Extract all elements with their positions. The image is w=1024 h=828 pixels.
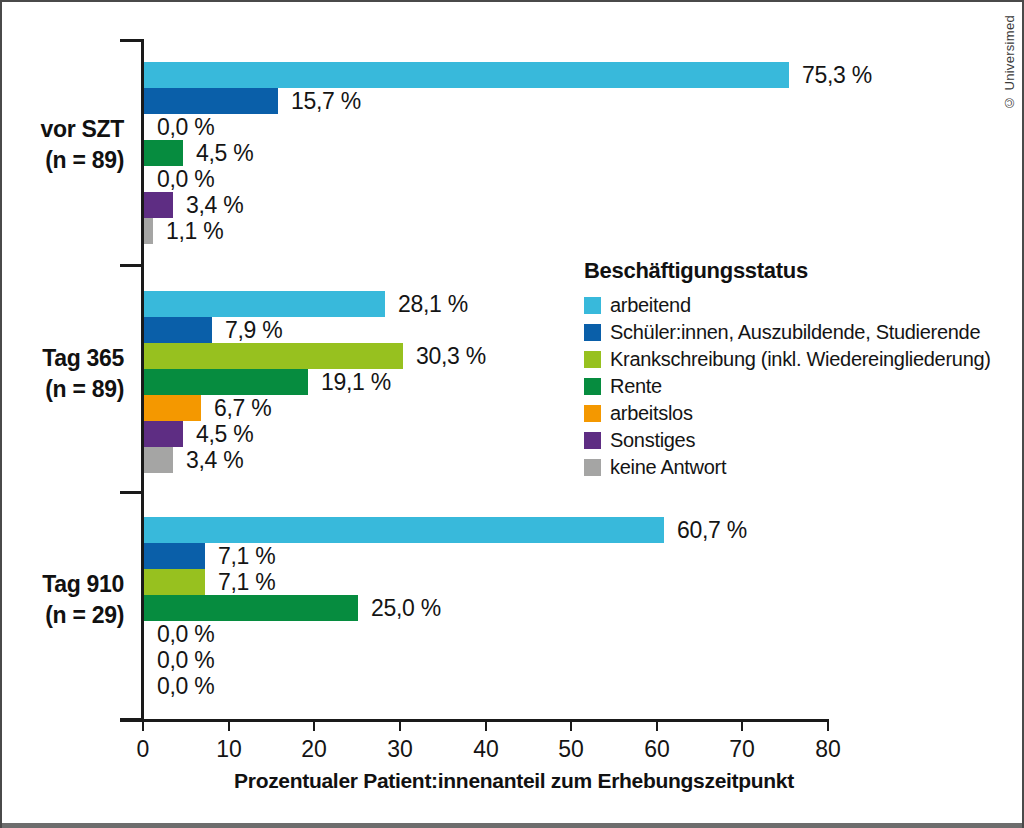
x-axis-tick-label: 20 [284,736,344,763]
bar [144,291,385,317]
bar-value-label: 3,4 % [186,192,243,218]
bar [144,447,173,473]
bar [144,543,205,569]
bar-value-label: 1,1 % [166,218,223,244]
legend-swatch [584,405,601,422]
x-axis-tick [827,722,829,731]
bar [144,62,789,88]
legend-swatch [584,351,601,368]
copyright-text: © Universimed [1002,15,1017,110]
bar [144,343,403,369]
bar-value-label: 15,7 % [291,88,361,114]
legend-item: Rente [584,373,991,400]
y-axis-tick [120,39,142,42]
x-axis-tick-label: 10 [199,736,259,763]
bar [144,369,308,395]
legend-item: Krankschreibung (inkl. Wiedereingliederu… [584,346,991,373]
figure: vor SZT(n = 89)75,3 %15,7 %0,0 %4,5 %0,0… [0,0,1024,828]
bar [144,517,664,543]
group-label: Tag 365(n = 89) [2,343,124,405]
y-axis [141,39,144,722]
legend-label: Sonstiges [610,429,695,452]
legend-item: arbeitend [584,292,991,319]
legend: Beschäftigungsstatus arbeitend Schüler:in… [584,258,991,481]
legend-item: Sonstiges [584,427,991,454]
legend-swatch [584,297,601,314]
legend-item: keine Antwort [584,454,991,481]
bar [144,317,212,343]
bar-value-label: 0,0 % [157,166,214,192]
legend-label: Rente [610,375,662,398]
x-axis-tick-label: 70 [712,736,772,763]
bar-value-label: 30,3 % [416,343,486,369]
x-axis-tick [228,722,230,731]
bar-value-label: 0,0 % [157,647,214,673]
legend-items: arbeitend Schüler:innen, Auszubildende, S… [584,292,991,481]
legend-label: Krankschreibung (inkl. Wiedereingliederu… [610,348,991,371]
bar-value-label: 7,1 % [218,543,275,569]
group-label-n-count: (n = 89) [2,145,124,176]
x-axis [120,719,829,722]
x-axis-tick [485,722,487,731]
x-axis-tick [656,722,658,731]
group-label: Tag 910(n = 29) [2,569,124,631]
bar [144,140,183,166]
x-axis-tick-label: 60 [627,736,687,763]
bar-value-label: 75,3 % [802,62,872,88]
bar-value-label: 7,1 % [218,569,275,595]
legend-label: keine Antwort [610,456,726,479]
bottom-border-strip [2,823,1022,828]
legend-label: arbeitend [610,294,691,317]
bar-value-label: 0,0 % [157,114,214,140]
bar-value-label: 4,5 % [196,421,253,447]
x-axis-tick-label: 80 [798,736,858,763]
x-axis-tick-label: 40 [456,736,516,763]
group-label-n-count: (n = 89) [2,374,124,405]
legend-label: arbeitslos [610,402,693,425]
y-axis-tick [120,264,142,267]
bar-value-label: 3,4 % [186,447,243,473]
bar [144,569,205,595]
legend-item: Schüler:innen, Auszubildende, Studierend… [584,319,991,346]
bar-value-label: 60,7 % [677,517,747,543]
group-label-n-count: (n = 29) [2,600,124,631]
x-axis-tick-label: 50 [541,736,601,763]
x-axis-tick [142,722,144,731]
legend-item: arbeitslos [584,400,991,427]
legend-swatch [584,459,601,476]
group-label-name: Tag 365 [2,343,124,374]
bar-value-label: 0,0 % [157,673,214,699]
bar-value-label: 7,9 % [225,317,282,343]
x-axis-title: Prozentualer Patient:innenanteil zum Erh… [2,769,1024,793]
group-label: vor SZT(n = 89) [2,114,124,176]
bar-value-label: 0,0 % [157,621,214,647]
bar [144,595,358,621]
bar-value-label: 4,5 % [196,140,253,166]
bar [144,218,153,244]
x-axis-tick [570,722,572,731]
legend-swatch [584,432,601,449]
bar-value-label: 28,1 % [398,291,468,317]
x-axis-tick-label: 0 [113,736,173,763]
legend-swatch [584,378,601,395]
bar-value-label: 19,1 % [321,369,391,395]
bar [144,395,201,421]
x-axis-tick-label: 30 [370,736,430,763]
group-label-name: Tag 910 [2,569,124,600]
bar-value-label: 25,0 % [371,595,441,621]
y-axis-tick [120,491,142,494]
x-axis-tick [313,722,315,731]
group-label-name: vor SZT [2,114,124,145]
legend-swatch [584,324,601,341]
bar-value-label: 6,7 % [214,395,271,421]
bar [144,192,173,218]
x-axis-tick [741,722,743,731]
bar [144,88,278,114]
bar [144,421,183,447]
x-axis-tick [399,722,401,731]
legend-title: Beschäftigungsstatus [584,258,991,284]
legend-label: Schüler:innen, Auszubildende, Studierend… [610,321,980,344]
